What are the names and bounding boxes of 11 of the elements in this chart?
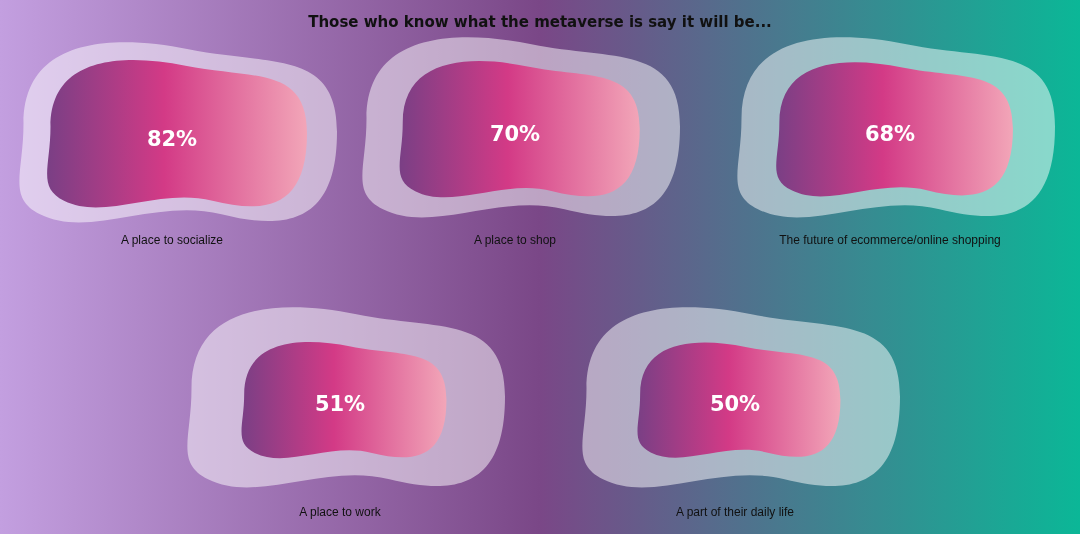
- category-label: The future of ecommerce/online shopping: [779, 233, 1001, 247]
- category-label: A place to socialize: [120, 233, 224, 247]
- data-label: 50%: [709, 392, 761, 416]
- category-label: A place to work: [299, 505, 382, 519]
- category-label: A place to shop: [473, 233, 557, 247]
- data-label: 82%: [146, 127, 198, 151]
- data-label: 68%: [864, 122, 916, 146]
- text: Those who know what the metaverse is say it will be...: [308, 13, 772, 31]
- data-label: 51%: [314, 392, 366, 416]
- category-label: A part of their daily life: [675, 505, 795, 519]
- data-label: 70%: [489, 122, 541, 146]
